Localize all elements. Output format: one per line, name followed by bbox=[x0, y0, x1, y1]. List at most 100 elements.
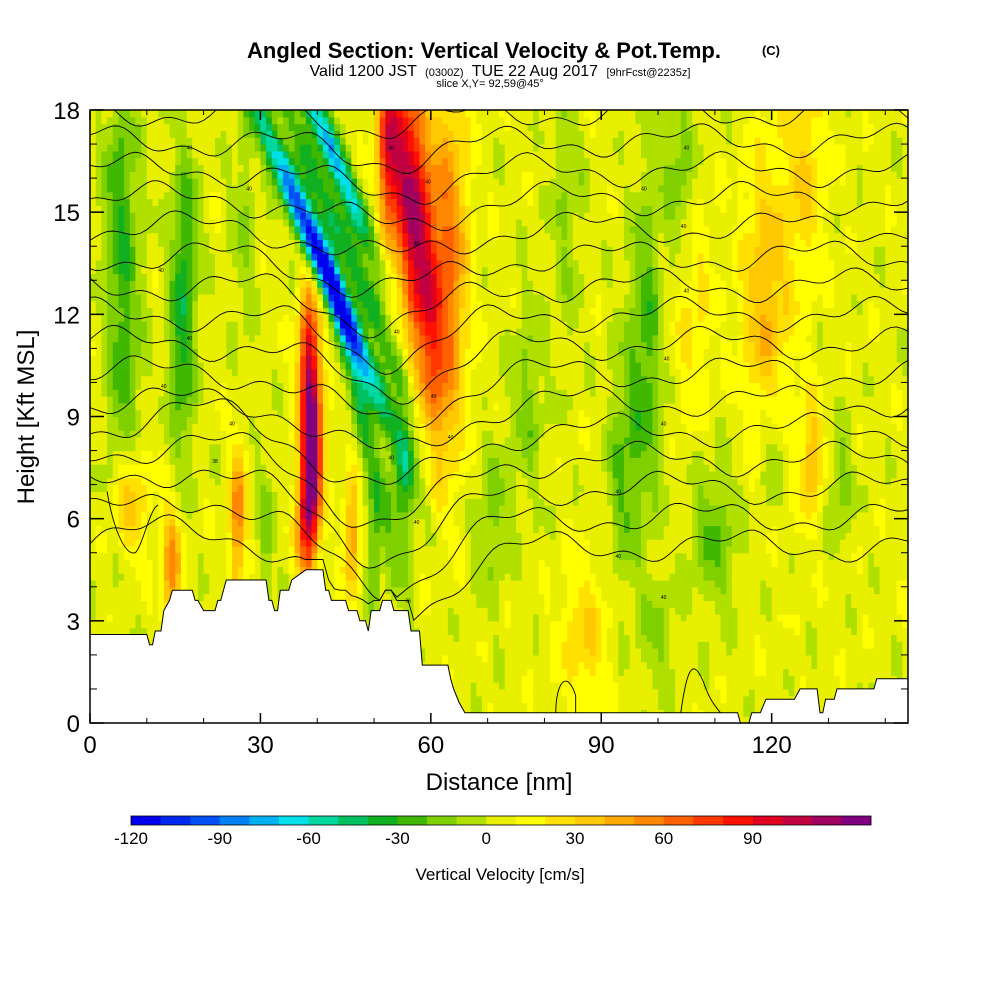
velocity-cell bbox=[714, 600, 722, 608]
velocity-cell bbox=[601, 627, 608, 636]
velocity-cell bbox=[124, 505, 131, 513]
velocity-cell bbox=[788, 505, 795, 513]
velocity-cell bbox=[618, 695, 625, 704]
velocity-cell bbox=[254, 511, 262, 520]
velocity-cell bbox=[743, 511, 750, 520]
velocity-cell bbox=[277, 559, 284, 567]
velocity-cell bbox=[760, 682, 767, 690]
velocity-cell bbox=[845, 620, 852, 629]
velocity-cell bbox=[788, 600, 795, 608]
velocity-cell bbox=[737, 709, 744, 717]
velocity-cell bbox=[675, 648, 682, 656]
velocity-cell bbox=[209, 532, 216, 540]
velocity-cell bbox=[101, 491, 108, 499]
velocity-cell bbox=[856, 559, 864, 567]
velocity-cell bbox=[606, 668, 614, 676]
velocity-cell bbox=[271, 545, 279, 554]
velocity-cell bbox=[504, 552, 511, 561]
velocity-cell bbox=[493, 682, 500, 690]
velocity-cell bbox=[669, 634, 676, 642]
velocity-cell bbox=[794, 552, 801, 561]
velocity-cell bbox=[317, 559, 324, 567]
velocity-cell bbox=[641, 682, 648, 690]
velocity-cell bbox=[459, 614, 466, 622]
velocity-cell bbox=[339, 593, 347, 601]
velocity-cell bbox=[90, 566, 97, 574]
velocity-cell bbox=[430, 641, 438, 649]
velocity-cell bbox=[834, 559, 841, 567]
velocity-cell bbox=[550, 491, 557, 499]
velocity-cell bbox=[646, 586, 653, 595]
velocity-cell bbox=[606, 525, 614, 533]
velocity-cell bbox=[95, 607, 102, 615]
velocity-cell bbox=[351, 566, 358, 574]
velocity-cell bbox=[391, 539, 398, 547]
velocity-cell bbox=[896, 586, 903, 595]
velocity-cell bbox=[800, 498, 807, 506]
velocity-cell bbox=[95, 559, 102, 567]
velocity-cell bbox=[584, 566, 591, 574]
velocity-cell bbox=[862, 552, 869, 561]
velocity-cell bbox=[481, 545, 489, 554]
velocity-cell bbox=[476, 532, 483, 540]
velocity-cell bbox=[595, 484, 602, 493]
velocity-cell bbox=[828, 559, 835, 567]
velocity-cell bbox=[516, 661, 523, 670]
velocity-cell bbox=[567, 552, 574, 561]
velocity-cell bbox=[504, 668, 511, 676]
velocity-cell bbox=[760, 573, 767, 581]
velocity-cell bbox=[629, 661, 636, 670]
velocity-cell bbox=[612, 484, 619, 493]
velocity-cell bbox=[186, 491, 193, 499]
velocity-cell bbox=[169, 498, 176, 506]
velocity-cell bbox=[538, 661, 546, 670]
velocity-cell bbox=[680, 532, 688, 540]
velocity-cell bbox=[362, 566, 369, 574]
velocity-cell bbox=[385, 579, 392, 588]
velocity-cell bbox=[584, 702, 591, 710]
velocity-cell bbox=[334, 566, 341, 574]
velocity-cell bbox=[890, 579, 898, 588]
velocity-cell bbox=[726, 552, 733, 561]
velocity-cell bbox=[521, 682, 528, 690]
velocity-cell bbox=[703, 539, 710, 547]
velocity-cell bbox=[800, 586, 807, 595]
velocity-cell bbox=[794, 675, 801, 683]
velocity-cell bbox=[578, 559, 585, 567]
velocity-cell bbox=[459, 688, 466, 697]
velocity-cell bbox=[879, 600, 886, 608]
velocity-cell bbox=[567, 539, 574, 547]
velocity-cell bbox=[760, 620, 767, 629]
velocity-cell bbox=[754, 695, 761, 704]
velocity-cell bbox=[533, 614, 540, 622]
velocity-cell bbox=[419, 634, 426, 642]
velocity-cell bbox=[447, 539, 455, 547]
velocity-cell bbox=[561, 668, 568, 676]
velocity-cell bbox=[845, 552, 852, 561]
velocity-cell bbox=[521, 634, 528, 642]
velocity-cell bbox=[305, 498, 313, 506]
velocity-cell bbox=[851, 648, 858, 656]
velocity-cell bbox=[430, 579, 438, 588]
velocity-cell bbox=[743, 614, 750, 622]
velocity-cell bbox=[811, 525, 818, 533]
velocity-cell bbox=[419, 511, 426, 520]
velocity-cell bbox=[760, 511, 767, 520]
velocity-cell bbox=[845, 675, 852, 683]
velocity-cell bbox=[180, 532, 188, 540]
velocity-cell bbox=[419, 532, 426, 540]
velocity-cell bbox=[567, 579, 574, 588]
velocity-cell bbox=[800, 661, 807, 670]
velocity-cell bbox=[419, 586, 426, 595]
velocity-cell bbox=[873, 593, 881, 601]
velocity-cell bbox=[618, 532, 625, 540]
velocity-cell bbox=[868, 675, 875, 683]
velocity-cell bbox=[447, 627, 455, 636]
velocity-cell bbox=[453, 484, 460, 493]
velocity-cell bbox=[260, 518, 267, 527]
velocity-cell bbox=[748, 552, 756, 561]
velocity-cell bbox=[516, 634, 523, 642]
velocity-cell bbox=[544, 695, 551, 704]
velocity-cell bbox=[731, 586, 739, 595]
velocity-cell bbox=[476, 648, 483, 656]
